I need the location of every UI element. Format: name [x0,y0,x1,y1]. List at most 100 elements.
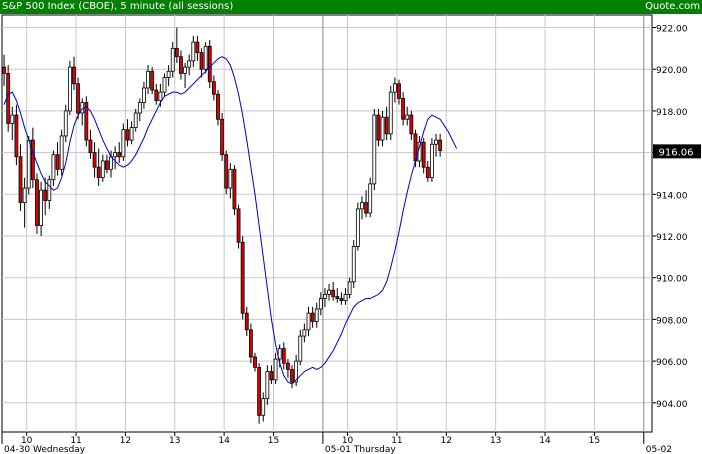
candle-down [2,66,6,74]
candle-down [6,72,11,124]
candle-up [166,70,171,78]
x-hour-label: 13 [490,436,501,446]
candle-up [10,114,15,124]
y-tick-label: 920.00 [656,66,688,76]
candle-down [179,56,183,74]
candle-up [302,329,307,337]
candle-down [92,152,97,168]
candle-down [35,179,39,226]
candle-up [298,335,303,362]
candle-up [228,168,233,189]
candle-down [310,312,315,322]
candle-down [14,114,19,158]
y-tick-label: 908.00 [656,316,688,326]
candle-down [364,202,368,214]
candle-up [146,70,150,89]
candle-up [380,116,385,141]
candle-up [59,135,64,170]
candle-down [376,114,381,141]
candle-up [318,298,323,310]
x-hour-label: 14 [539,436,551,446]
last-price-label: 916.06 [659,147,694,158]
candle-up [327,289,331,295]
candle-down [397,83,401,99]
candle-down [438,139,443,151]
candle-down [55,154,60,170]
candle-up [430,143,434,179]
candle-up [405,114,410,120]
x-hour-label: 10 [21,436,33,446]
candle-down [401,98,406,120]
chart-title: S&P 500 Index (CBOE), 5 minute (all sess… [2,1,234,12]
x-hour-label: 15 [268,436,279,446]
candle-up [392,83,397,93]
day-label: 04-30 Wednesday [4,445,86,454]
candle-up [434,139,438,145]
candle-down [257,366,262,416]
candle-up [63,110,68,137]
candle-down [244,312,249,331]
day-label: 05-01 Thursday [325,445,397,454]
candle-down [425,166,430,179]
candle-up [343,293,348,302]
candle-down [216,93,220,120]
candle-up [187,60,192,68]
candle-up [183,66,187,74]
y-tick-label: 910.00 [656,275,688,285]
candle-up [133,112,138,128]
x-hour-label: 13 [169,436,180,446]
candle-down [84,102,89,141]
candle-up [314,308,319,322]
candle-up [355,208,360,247]
candle-up [22,187,27,204]
candle-down [88,139,93,154]
candle-down [339,298,344,302]
candle-up [67,66,72,112]
candle-down [105,160,109,170]
candle-up [294,360,299,383]
candle-down [269,371,274,381]
candle-up [158,91,163,101]
candle-up [191,41,196,62]
candle-down [240,241,245,314]
candle-down [72,66,76,85]
candle-down [232,168,237,210]
y-tick-label: 922.00 [656,25,688,35]
candle-down [236,208,241,243]
source-label: Quote.com [645,1,700,12]
candle-down [248,329,253,358]
candle-up [351,246,356,283]
candle-down [43,189,48,201]
candle-up [273,358,278,381]
candle-up [265,371,270,400]
y-tick-label: 906.00 [656,358,688,368]
candle-down [207,45,212,83]
plot-area [1,14,653,433]
candle-down [30,139,35,181]
candle-down [224,154,229,189]
x-hour-label: 12 [120,436,131,446]
candle-down [195,41,200,53]
candle-up [51,154,56,181]
candle-up [306,312,311,331]
candle-down [117,152,122,158]
candle-up [129,127,134,141]
candle-up [203,45,208,70]
candle-up [47,179,52,201]
candle-up [26,139,31,189]
candle-up [113,152,118,158]
candle-up [372,114,377,185]
candle-up [388,91,393,135]
candle-down [154,89,159,101]
x-hour-label: 12 [441,436,452,446]
candle-down [409,114,414,135]
candle-down [18,156,23,204]
candle-up [261,398,266,416]
candle-up [109,156,113,170]
candle-down [96,166,101,179]
candle-down [290,369,294,383]
day-label: 05-02 [646,445,672,454]
candle-up [170,47,175,72]
candle-up [347,281,352,295]
